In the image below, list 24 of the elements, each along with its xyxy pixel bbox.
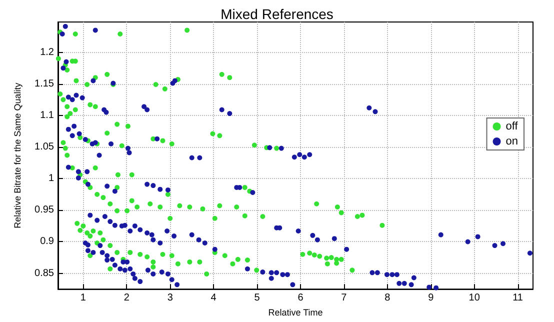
legend-label: off bbox=[506, 120, 519, 132]
y-tick-label: 1.2 bbox=[40, 46, 54, 58]
x-tick-label: 10 bbox=[468, 292, 480, 304]
x-tick-label: 1 bbox=[80, 292, 86, 304]
y-tick-label: 1.1 bbox=[40, 110, 54, 121]
x-tick-label: 6 bbox=[298, 292, 304, 304]
x-tick-label: 9 bbox=[428, 292, 434, 304]
y-axis-title: Relative Bitrate for the Same Quality bbox=[12, 82, 22, 228]
y-tick-label: 0.95 bbox=[34, 204, 54, 216]
x-tick-label: 3 bbox=[167, 292, 174, 304]
y-tick-label: 1 bbox=[48, 173, 54, 184]
x-tick-label: 7 bbox=[341, 292, 348, 304]
y-tick-label: 0.9 bbox=[40, 236, 54, 248]
x-axis-title: Relative Time bbox=[268, 308, 323, 318]
chart-title: Mixed References bbox=[220, 6, 334, 22]
x-tick-label: 11 bbox=[512, 292, 524, 304]
x-tick-label: 8 bbox=[384, 292, 391, 304]
y-tick-label: 0.85 bbox=[34, 268, 54, 279]
x-tick-label: 5 bbox=[254, 292, 260, 304]
y-tick-label: 1.05 bbox=[34, 142, 54, 153]
x-tick-label: 2 bbox=[124, 292, 130, 304]
x-tick-label: 4 bbox=[210, 292, 217, 304]
y-tick-label: 1.15 bbox=[34, 78, 54, 90]
legend-label: on bbox=[506, 136, 518, 148]
